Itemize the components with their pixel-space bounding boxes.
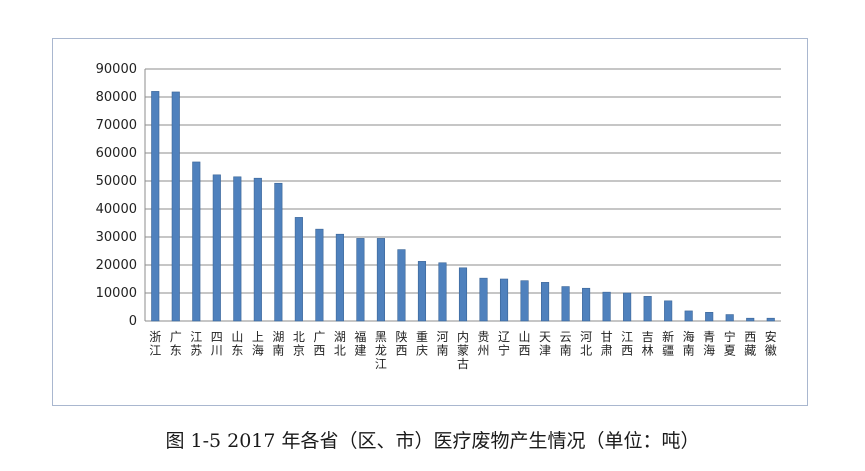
- x-category-label: 吉林: [642, 330, 654, 358]
- x-category-label: 河南: [436, 330, 448, 358]
- chart-frame: 0 10000 20000 30000 40000 50000 60000 70000 8000…: [52, 38, 808, 406]
- bar: [561, 286, 570, 322]
- x-category-label: 湖北: [334, 329, 346, 358]
- x-category-label: 天津: [539, 330, 551, 358]
- bar: [417, 261, 427, 322]
- bar: [294, 217, 303, 322]
- x-category-label: 北京: [293, 330, 305, 358]
- x-category-label: 广西: [313, 330, 325, 358]
- bar: [479, 277, 488, 322]
- x-category-label: 贵州: [478, 330, 490, 358]
- bar: [438, 262, 447, 322]
- x-category-label: 青海: [703, 330, 715, 358]
- bar-chart: 0 10000 20000 30000 40000 50000 60000 70000 8000…: [96, 62, 781, 371]
- x-category-label: 重庆: [416, 330, 428, 358]
- x-category-label: 新疆: [662, 329, 674, 358]
- bar: [582, 287, 591, 322]
- x-category-label: 四川: [211, 330, 223, 358]
- bar: [705, 312, 714, 322]
- y-tick-label: 50000: [96, 174, 137, 189]
- bar: [458, 267, 468, 322]
- bar: [746, 317, 755, 322]
- x-category-label: 上海: [252, 330, 264, 358]
- bar: [623, 292, 632, 322]
- x-category-label: 宁夏: [724, 329, 736, 358]
- y-tick-label: 20000: [96, 258, 137, 273]
- x-category-label: 浙江: [149, 330, 161, 358]
- x-category-label: 黑龙江: [375, 330, 387, 371]
- bar: [151, 91, 160, 322]
- x-category-label: 山东: [231, 330, 243, 358]
- x-category-label: 陕西: [395, 329, 407, 358]
- bar: [212, 174, 221, 322]
- x-category-label: 辽宁: [498, 330, 510, 358]
- bar: [499, 278, 509, 322]
- x-category-label: 湖南: [272, 329, 284, 358]
- bar: [541, 282, 550, 322]
- x-category-label: 云南: [560, 330, 572, 358]
- x-category-label: 甘肃: [601, 330, 613, 358]
- y-tick-label: 40000: [96, 202, 137, 217]
- figure-caption: 图 1-5 2017 年各省（区、市）医疗废物产生情况（单位：吨）: [165, 430, 700, 452]
- y-tick-label: 70000: [96, 118, 137, 133]
- y-tick-label: 80000: [96, 90, 137, 105]
- x-category-label: 福建: [354, 329, 366, 358]
- x-category-label: 西藏: [744, 330, 756, 358]
- x-category-label: 广东: [170, 330, 182, 358]
- bar: [520, 280, 529, 322]
- bar: [192, 161, 201, 322]
- bar: [397, 249, 406, 322]
- y-tick-label: 60000: [96, 146, 137, 161]
- y-tick-label: 90000: [96, 62, 137, 77]
- x-category-label: 山西: [519, 330, 531, 358]
- bar: [664, 300, 673, 322]
- x-category-label: 安徽: [765, 329, 777, 358]
- x-category-label: 江西: [621, 330, 633, 358]
- bar: [171, 91, 180, 322]
- y-tick-label: 30000: [96, 230, 137, 245]
- bar: [643, 296, 652, 322]
- bar: [725, 314, 734, 322]
- y-tick-label: 0: [129, 314, 137, 329]
- bar: [315, 228, 324, 322]
- bar: [602, 291, 611, 322]
- bar: [253, 177, 262, 322]
- bar: [376, 238, 385, 322]
- bar: [274, 182, 283, 322]
- x-category-label: 内蒙古: [457, 330, 469, 371]
- x-category-label: 江苏: [190, 330, 202, 358]
- bar: [335, 233, 344, 322]
- bar: [356, 238, 365, 322]
- bar: [233, 176, 242, 322]
- bar: [766, 317, 775, 322]
- x-category-label: 河北: [580, 330, 592, 358]
- x-category-label: 海南: [683, 329, 695, 358]
- bar: [684, 310, 693, 322]
- y-tick-label: 10000: [96, 286, 137, 301]
